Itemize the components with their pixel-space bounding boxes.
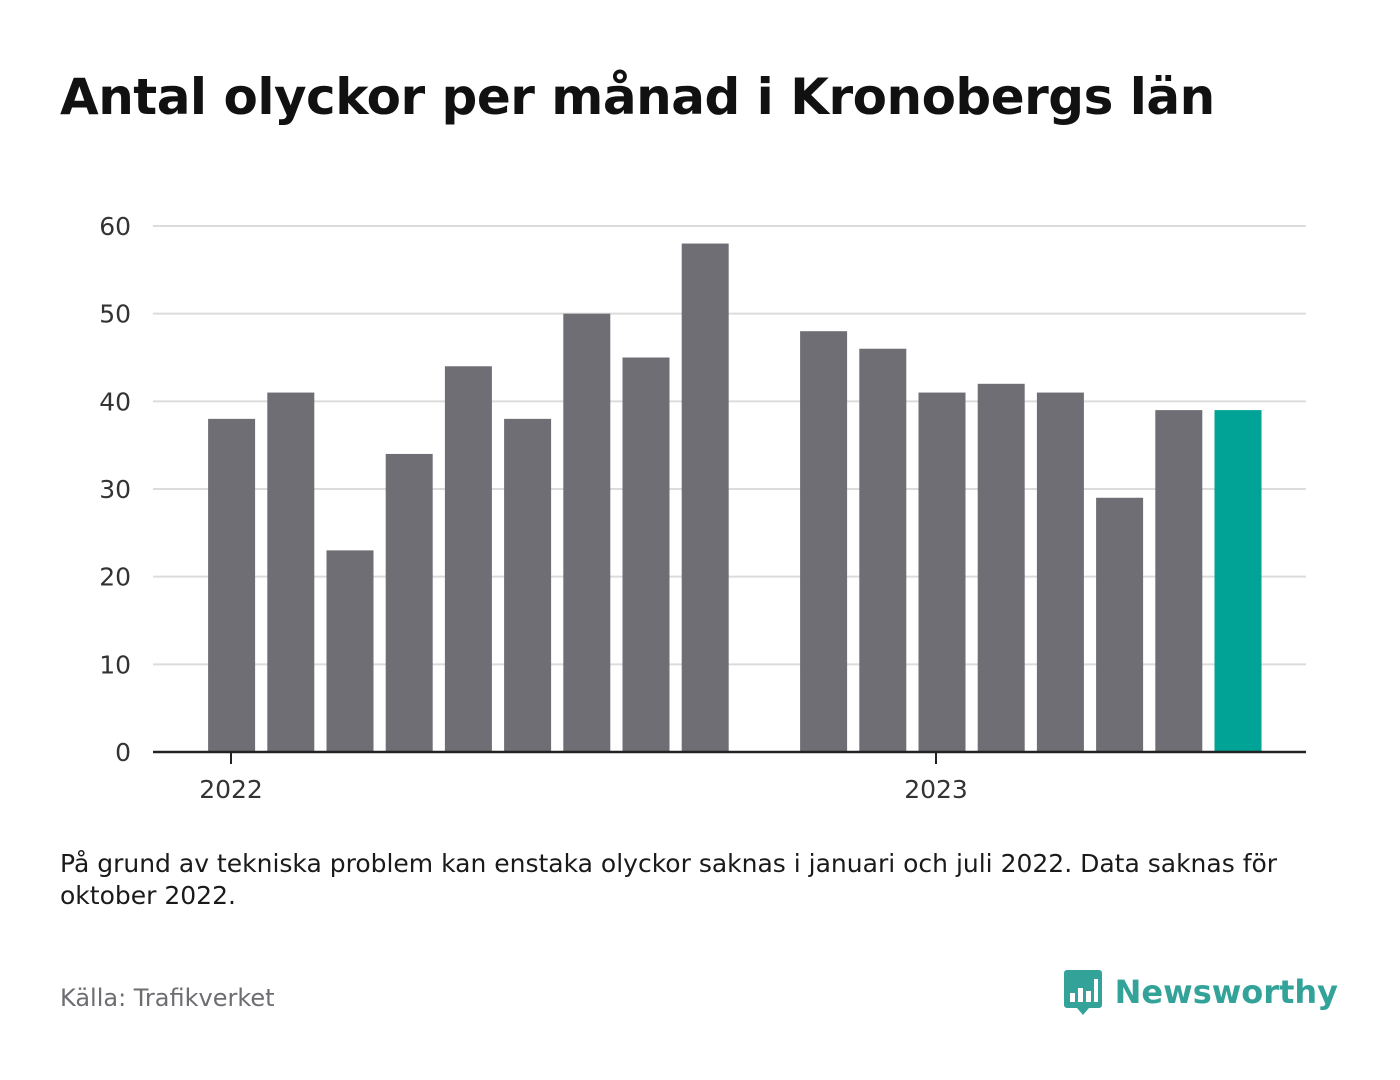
x-tick-label: 2022 <box>199 775 263 804</box>
bar <box>444 366 492 752</box>
bar <box>800 331 848 752</box>
bar <box>326 550 374 752</box>
x-axis-ticks: 2022 2023 <box>199 752 968 804</box>
bar-chart-speech-bubble-icon <box>1063 970 1102 1015</box>
y-tick-label: 60 <box>99 212 131 241</box>
brand-name: Newsworthy <box>1114 973 1338 1011</box>
y-axis-ticks: 0 10 20 30 40 50 60 <box>99 212 131 767</box>
source-label: Källa: Trafikverket <box>60 984 275 1012</box>
bar-chart: 0 10 20 30 40 50 60 2022 2023 <box>99 212 1306 804</box>
bar <box>1096 497 1144 752</box>
y-tick-label: 0 <box>115 738 131 767</box>
bars <box>208 243 1262 753</box>
y-tick-label: 50 <box>99 300 131 329</box>
bar <box>859 348 907 752</box>
bar <box>504 418 552 752</box>
y-tick-label: 10 <box>99 650 131 679</box>
bar <box>681 243 729 753</box>
x-tick-label: 2023 <box>904 775 968 804</box>
y-tick-label: 40 <box>99 387 131 416</box>
y-tick-label: 30 <box>99 475 131 504</box>
bar <box>918 392 966 752</box>
y-tick-label: 20 <box>99 563 131 592</box>
bar <box>208 418 256 752</box>
bar <box>977 383 1025 752</box>
chart-title: Antal olyckor per månad i Kronobergs län <box>60 68 1215 126</box>
bar <box>1155 410 1203 752</box>
bar <box>267 392 315 752</box>
footnote: På grund av tekniska problem kan enstaka… <box>60 849 1278 910</box>
bar <box>385 453 433 752</box>
bar <box>1214 410 1262 752</box>
bar <box>1036 392 1084 752</box>
bar <box>563 313 611 752</box>
brand-logo: Newsworthy <box>1063 968 1338 1016</box>
bar <box>622 357 670 752</box>
